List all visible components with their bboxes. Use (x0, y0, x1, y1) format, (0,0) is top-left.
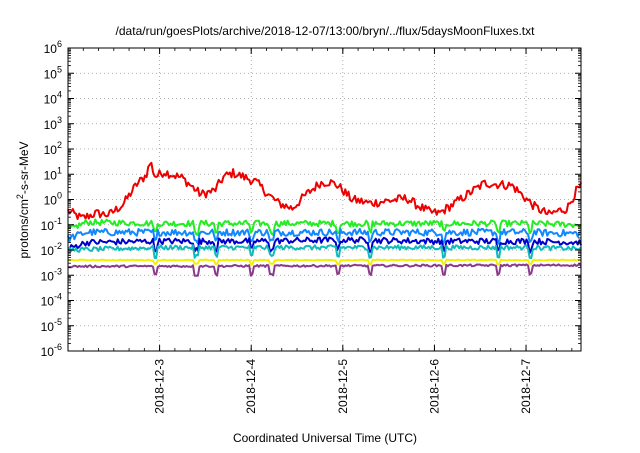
series-line (67, 227, 582, 246)
y-tick-label: 10-1 (41, 216, 62, 233)
y-axis-label-sup: 2 (15, 194, 25, 199)
y-axis-label-base: protons/cm (17, 199, 31, 258)
y-axis-ticks: 10-6 10-5 10-4 10-3 10-2 10-1 100 101 102 103 104 1… (41, 39, 581, 359)
series-line (67, 263, 582, 277)
x-axis-label: Coordinated Universal Time (UTC) (233, 431, 417, 445)
x-tick-label: 2018-12-7 (519, 359, 533, 414)
y-tick-label: 10-5 (41, 317, 62, 334)
series-line (67, 236, 582, 254)
y-tick-label: 10-2 (41, 241, 62, 258)
y-tick-label: 105 (44, 64, 62, 81)
series-line (67, 161, 582, 221)
data-series (67, 161, 582, 277)
x-tick-label: 2018-12-6 (427, 359, 441, 414)
x-tick-label: 2018-12-4 (244, 359, 258, 414)
y-tick-label: 102 (44, 140, 62, 157)
chart-title: /data/run/goesPlots/archive/2018-12-07/1… (116, 24, 536, 38)
y-tick-label: 10-4 (41, 292, 62, 309)
y-tick-label: 103 (44, 115, 62, 132)
y-axis-label: protons/cm2-s-sr-MeV (15, 141, 31, 258)
series-line (67, 244, 582, 260)
x-axis-ticks: 2018-12-3 2018-12-4 2018-12-5 2018-12-6 2018… (67, 48, 573, 414)
x-tick-label: 2018-12-3 (153, 359, 167, 414)
y-tick-label: 100 (44, 191, 62, 208)
y-tick-label: 101 (44, 165, 62, 182)
x-tick-label: 2018-12-5 (336, 359, 350, 414)
y-tick-label: 10-3 (41, 266, 62, 283)
grid-lines (68, 48, 581, 351)
series-line (68, 258, 582, 266)
y-tick-label: 104 (44, 90, 62, 107)
y-tick-label: 10-6 (41, 342, 62, 359)
y-axis-label-rest: -s-sr-MeV (17, 141, 31, 194)
series-line (67, 218, 582, 236)
y-tick-label: 106 (44, 39, 62, 56)
